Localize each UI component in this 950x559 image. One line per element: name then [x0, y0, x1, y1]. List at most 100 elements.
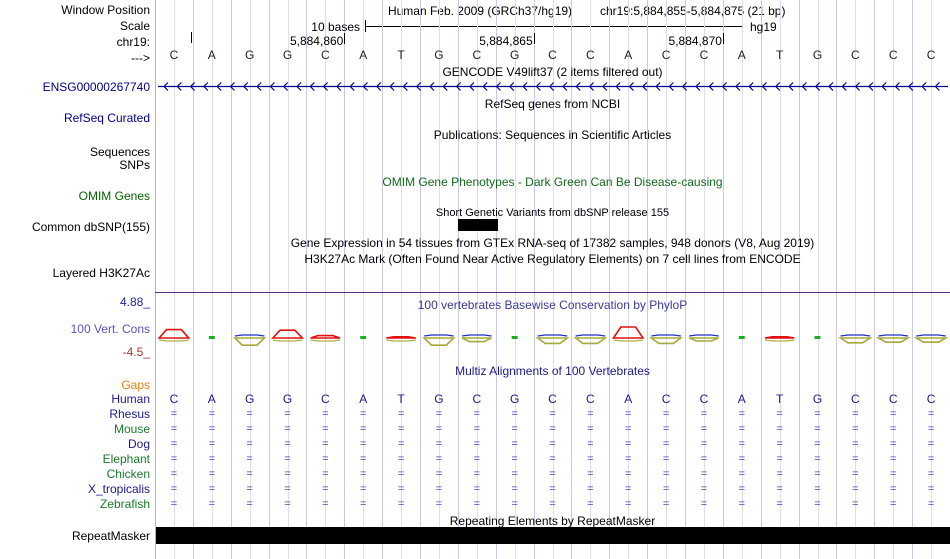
alignment-gap-mark: = [246, 498, 253, 510]
sidebar-label-snps[interactable]: SNPs [119, 158, 150, 172]
alignment-base-human: C [472, 392, 482, 406]
ruler-tick [533, 33, 535, 44]
alignment-gap-mark: = [624, 453, 632, 465]
sidebar-label-dbsnp[interactable]: Common dbSNP(155) [31, 220, 150, 234]
alignment-gap-mark: = [662, 483, 670, 495]
alignment-gap-mark: = [624, 498, 632, 510]
alignment-gap-mark: = [208, 483, 215, 495]
alignment-gap-mark: = [776, 453, 783, 465]
sidebar-label-h3k27ac[interactable]: Layered H3K27Ac [52, 266, 150, 280]
alignment-gap-mark: = [587, 453, 594, 465]
species-label-x_tropicalis[interactable]: X_tropicalis [87, 482, 150, 496]
snp-feature-box[interactable] [458, 219, 498, 231]
alignment-gap-mark: = [889, 423, 897, 435]
ruler-tick [722, 33, 724, 44]
alignment-gap-mark: = [170, 483, 178, 495]
alignment-gap-mark: = [435, 453, 443, 465]
species-label-chicken[interactable]: Chicken [106, 467, 150, 481]
alignment-gap-mark: = [246, 468, 253, 480]
alignment-gap-mark: = [359, 453, 367, 465]
sequence-base: C [926, 48, 936, 62]
alignment-gap-mark: = [473, 423, 480, 435]
species-label-human[interactable]: Human [111, 392, 150, 406]
species-label-mouse[interactable]: Mouse [113, 422, 150, 436]
alignment-gap-mark: = [284, 498, 291, 510]
phylop-conservation-plot[interactable] [155, 318, 950, 358]
sequence-base: G [812, 48, 823, 62]
alignment-gap-mark: = [284, 438, 291, 450]
ruler-minor-tick [191, 32, 192, 43]
alignment-gap-mark: = [208, 498, 215, 510]
phylop-bar [738, 336, 745, 339]
alignment-gap-mark: = [624, 468, 632, 480]
sidebar-label-sequences[interactable]: Sequences [89, 145, 150, 159]
ruler-tick [344, 33, 346, 44]
strand-arrowhead [469, 82, 475, 91]
strand-arrowhead [575, 82, 581, 91]
strand-arrowhead [242, 82, 249, 91]
species-label-elephant[interactable]: Elephant [102, 452, 150, 466]
sidebar-label-gaps[interactable]: Gaps [121, 378, 150, 392]
alignment-gap-mark: = [208, 408, 215, 420]
alignment-base-human: G [282, 392, 293, 406]
strand-arrowhead [695, 82, 701, 91]
gene-strand-arrows[interactable] [158, 81, 948, 92]
alignment-gap-mark: = [776, 498, 783, 510]
alignment-gap-mark: = [322, 438, 329, 450]
alignment-gap-mark: = [662, 423, 670, 435]
alignment-gap-mark: = [662, 438, 670, 450]
phylop-track-title: 100 vertebrates Basewise Conservation by… [417, 298, 688, 312]
strand-arrowhead [721, 82, 728, 91]
alignment-gap-mark: = [322, 408, 329, 420]
assembly-title: Human Feb. 2009 (GRCh37/hg19) [387, 4, 573, 18]
species-label-zebrafish[interactable]: Zebrafish [99, 497, 150, 511]
sidebar-label-omim[interactable]: OMIM Genes [78, 189, 150, 203]
alignment-gap-mark: = [473, 498, 480, 510]
alignment-gap-mark: = [776, 468, 783, 480]
alignment-gap-mark: = [889, 408, 897, 420]
sidebar-label-repeatmasker[interactable]: RepeatMasker [71, 529, 150, 543]
alignment-gap-mark: = [208, 453, 215, 465]
repeatmasker-feature-bar[interactable] [156, 527, 950, 544]
phylop-bar [648, 334, 684, 345]
alignment-gap-mark: = [624, 438, 632, 450]
sequence-base: C [851, 48, 860, 62]
alignment-gap-mark: = [549, 468, 556, 480]
scale-tick-left [365, 20, 366, 32]
alignment-gap-mark: = [435, 438, 443, 450]
alignment-gap-mark: = [624, 408, 632, 420]
sequence-base: C [548, 48, 557, 62]
strand-arrowhead [881, 82, 887, 91]
alignment-gap-mark: = [927, 453, 935, 465]
alignment-gap-mark: = [284, 453, 291, 465]
strand-arrowhead [841, 82, 847, 91]
ruler-position-label: 5,884,865 [479, 34, 533, 48]
alignment-gap-mark: = [473, 438, 480, 450]
phylop-bar [837, 334, 873, 344]
scale-label: Scale [119, 19, 150, 33]
strand-arrowhead [801, 82, 807, 91]
strand-arrowhead [907, 82, 914, 91]
alignment-gap-mark: = [587, 468, 594, 480]
sequence-base: G [282, 48, 293, 62]
alignment-gap-mark: = [700, 453, 708, 465]
window-position-label: Window Position [61, 3, 150, 17]
alignment-base-human: C [548, 392, 557, 406]
alignment-base-human: G [509, 392, 520, 406]
scale-tick-right [742, 20, 743, 32]
sidebar-label-phylop[interactable]: 100 Vert. Cons [70, 322, 150, 336]
species-label-rhesus[interactable]: Rhesus [109, 407, 150, 421]
alignment-gap-mark: = [511, 498, 518, 510]
phylop-bar [461, 334, 492, 343]
species-label-dog[interactable]: Dog [127, 437, 150, 451]
sidebar-label-refseq[interactable]: RefSeq Curated [63, 111, 150, 125]
sidebar-label-gencode[interactable]: ENSG00000267740 [42, 80, 150, 94]
alignment-gap-mark: = [889, 438, 897, 450]
phylop-bar [764, 336, 795, 342]
strand-arrowhead [415, 82, 422, 91]
phylop-bar [611, 326, 645, 342]
strand-arrowhead [176, 82, 182, 91]
alignment-gap-mark: = [284, 423, 291, 435]
phylop-bar [688, 334, 719, 342]
